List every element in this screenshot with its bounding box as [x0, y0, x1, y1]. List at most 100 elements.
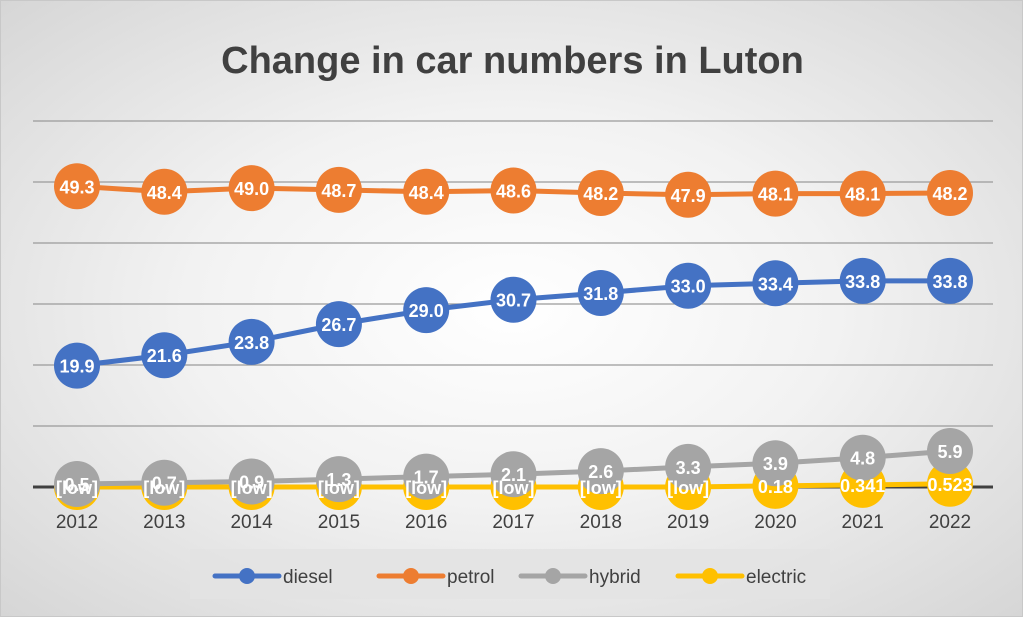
- x-tick-label: 2020: [754, 512, 796, 533]
- data-label-diesel: 26.7: [321, 315, 356, 335]
- point-petrol: [228, 165, 275, 212]
- point-petrol: [54, 163, 100, 210]
- data-label-electric: [low]: [493, 478, 535, 498]
- point-petrol: [927, 169, 973, 216]
- data-label-electric: [low]: [143, 478, 185, 498]
- point-petrol: [403, 168, 450, 215]
- data-label-electric: [low]: [405, 478, 447, 498]
- point-hybrid: [54, 460, 100, 507]
- point-hybrid: [490, 451, 537, 498]
- data-label-diesel: 33.4: [758, 274, 793, 294]
- data-label-diesel: 19.9: [59, 357, 94, 377]
- data-label-petrol: 48.7: [321, 181, 356, 201]
- data-label-electric: [low]: [580, 478, 622, 498]
- x-tick-label: 2021: [842, 512, 884, 533]
- data-label-hybrid: 0.9: [239, 473, 264, 493]
- x-tick-label: 2016: [405, 512, 447, 533]
- legend-label-electric: electric: [746, 567, 806, 588]
- data-label-electric: [low]: [318, 478, 360, 498]
- point-diesel: [228, 318, 275, 365]
- point-hybrid: [665, 443, 712, 490]
- x-tick-label: 2012: [56, 512, 98, 533]
- x-tick-label: 2018: [580, 512, 622, 533]
- series-markers: [54, 163, 973, 510]
- chart-title: Change in car numbers in Luton: [221, 40, 804, 82]
- point-diesel: [315, 301, 362, 348]
- point-hybrid: [403, 453, 450, 500]
- data-label-electric: [low]: [667, 478, 709, 498]
- data-labels: [low] [low] [low] [low] [low] [low] [low] [low]…: [56, 177, 973, 498]
- legend-marker-electric: [702, 568, 718, 584]
- x-tick-label: 2014: [230, 512, 273, 533]
- data-label-diesel: 21.6: [147, 346, 182, 366]
- data-label-electric: [low]: [231, 478, 273, 498]
- data-label-diesel: 33.0: [671, 277, 706, 297]
- point-diesel: [577, 270, 624, 317]
- data-label-hybrid: 0.7: [152, 474, 177, 494]
- point-hybrid: [315, 456, 362, 503]
- point-diesel: [141, 332, 188, 379]
- point-diesel: [665, 262, 712, 309]
- x-tick-label: 2019: [667, 512, 709, 533]
- data-label-petrol: 49.0: [234, 179, 269, 199]
- point-hybrid: [927, 428, 973, 475]
- point-diesel: [54, 342, 100, 389]
- x-tick-label: 2015: [318, 512, 360, 533]
- legend-label-diesel: diesel: [283, 567, 333, 588]
- data-label-electric: 0.18: [758, 477, 793, 497]
- point-electric: [927, 460, 973, 507]
- data-label-petrol: 48.4: [409, 183, 444, 203]
- data-label-diesel: 31.8: [583, 284, 618, 304]
- point-hybrid: [839, 434, 886, 481]
- series-lines: [74, 183, 953, 490]
- data-label-diesel: 30.7: [496, 291, 531, 311]
- legend-marker-petrol: [403, 568, 419, 584]
- point-hybrid: [141, 459, 188, 506]
- point-petrol: [141, 168, 188, 215]
- point-hybrid: [752, 440, 799, 487]
- data-label-hybrid: 2.1: [501, 465, 526, 485]
- point-hybrid: [228, 458, 275, 505]
- legend: diesel petrol hybrid electric: [190, 549, 830, 599]
- point-petrol: [315, 166, 362, 213]
- data-label-petrol: 48.2: [932, 184, 967, 204]
- point-diesel: [927, 257, 973, 304]
- data-label-hybrid: 1.3: [326, 470, 351, 490]
- data-label-electric: 0.523: [927, 475, 972, 495]
- legend-label-petrol: petrol: [447, 567, 495, 588]
- point-diesel: [839, 257, 886, 304]
- x-tick-label: 2022: [929, 512, 971, 533]
- point-petrol: [577, 169, 624, 216]
- point-diesel: [403, 287, 450, 334]
- point-petrol: [752, 170, 799, 217]
- data-label-hybrid: 3.9: [763, 454, 788, 474]
- x-tick-label: 2013: [143, 512, 185, 533]
- data-label-diesel: 23.8: [234, 333, 269, 353]
- data-label-petrol: 49.3: [59, 177, 94, 197]
- legend-label-hybrid: hybrid: [589, 567, 641, 588]
- data-label-petrol: 48.1: [845, 185, 880, 205]
- data-label-diesel: 33.8: [845, 272, 880, 292]
- data-label-hybrid: 4.8: [850, 449, 875, 469]
- data-label-petrol: 48.1: [758, 185, 793, 205]
- data-label-hybrid: 5.9: [937, 442, 962, 462]
- data-label-diesel: 33.8: [932, 272, 967, 292]
- data-label-diesel: 29.0: [409, 301, 444, 321]
- data-label-hybrid: 2.6: [588, 462, 613, 482]
- data-label-petrol: 47.9: [671, 186, 706, 206]
- data-label-petrol: 48.4: [147, 183, 182, 203]
- point-hybrid: [577, 448, 624, 495]
- data-label-hybrid: 1.7: [414, 468, 439, 488]
- data-label-petrol: 48.6: [496, 182, 531, 202]
- point-diesel: [490, 276, 537, 323]
- data-label-electric: [low]: [56, 478, 98, 498]
- point-petrol: [839, 170, 886, 217]
- data-label-hybrid: 3.3: [676, 458, 701, 478]
- point-petrol: [665, 171, 712, 218]
- legend-marker-diesel: [239, 568, 255, 584]
- legend-marker-hybrid: [545, 568, 561, 584]
- point-diesel: [752, 260, 799, 307]
- data-label-electric: 0.341: [840, 476, 885, 496]
